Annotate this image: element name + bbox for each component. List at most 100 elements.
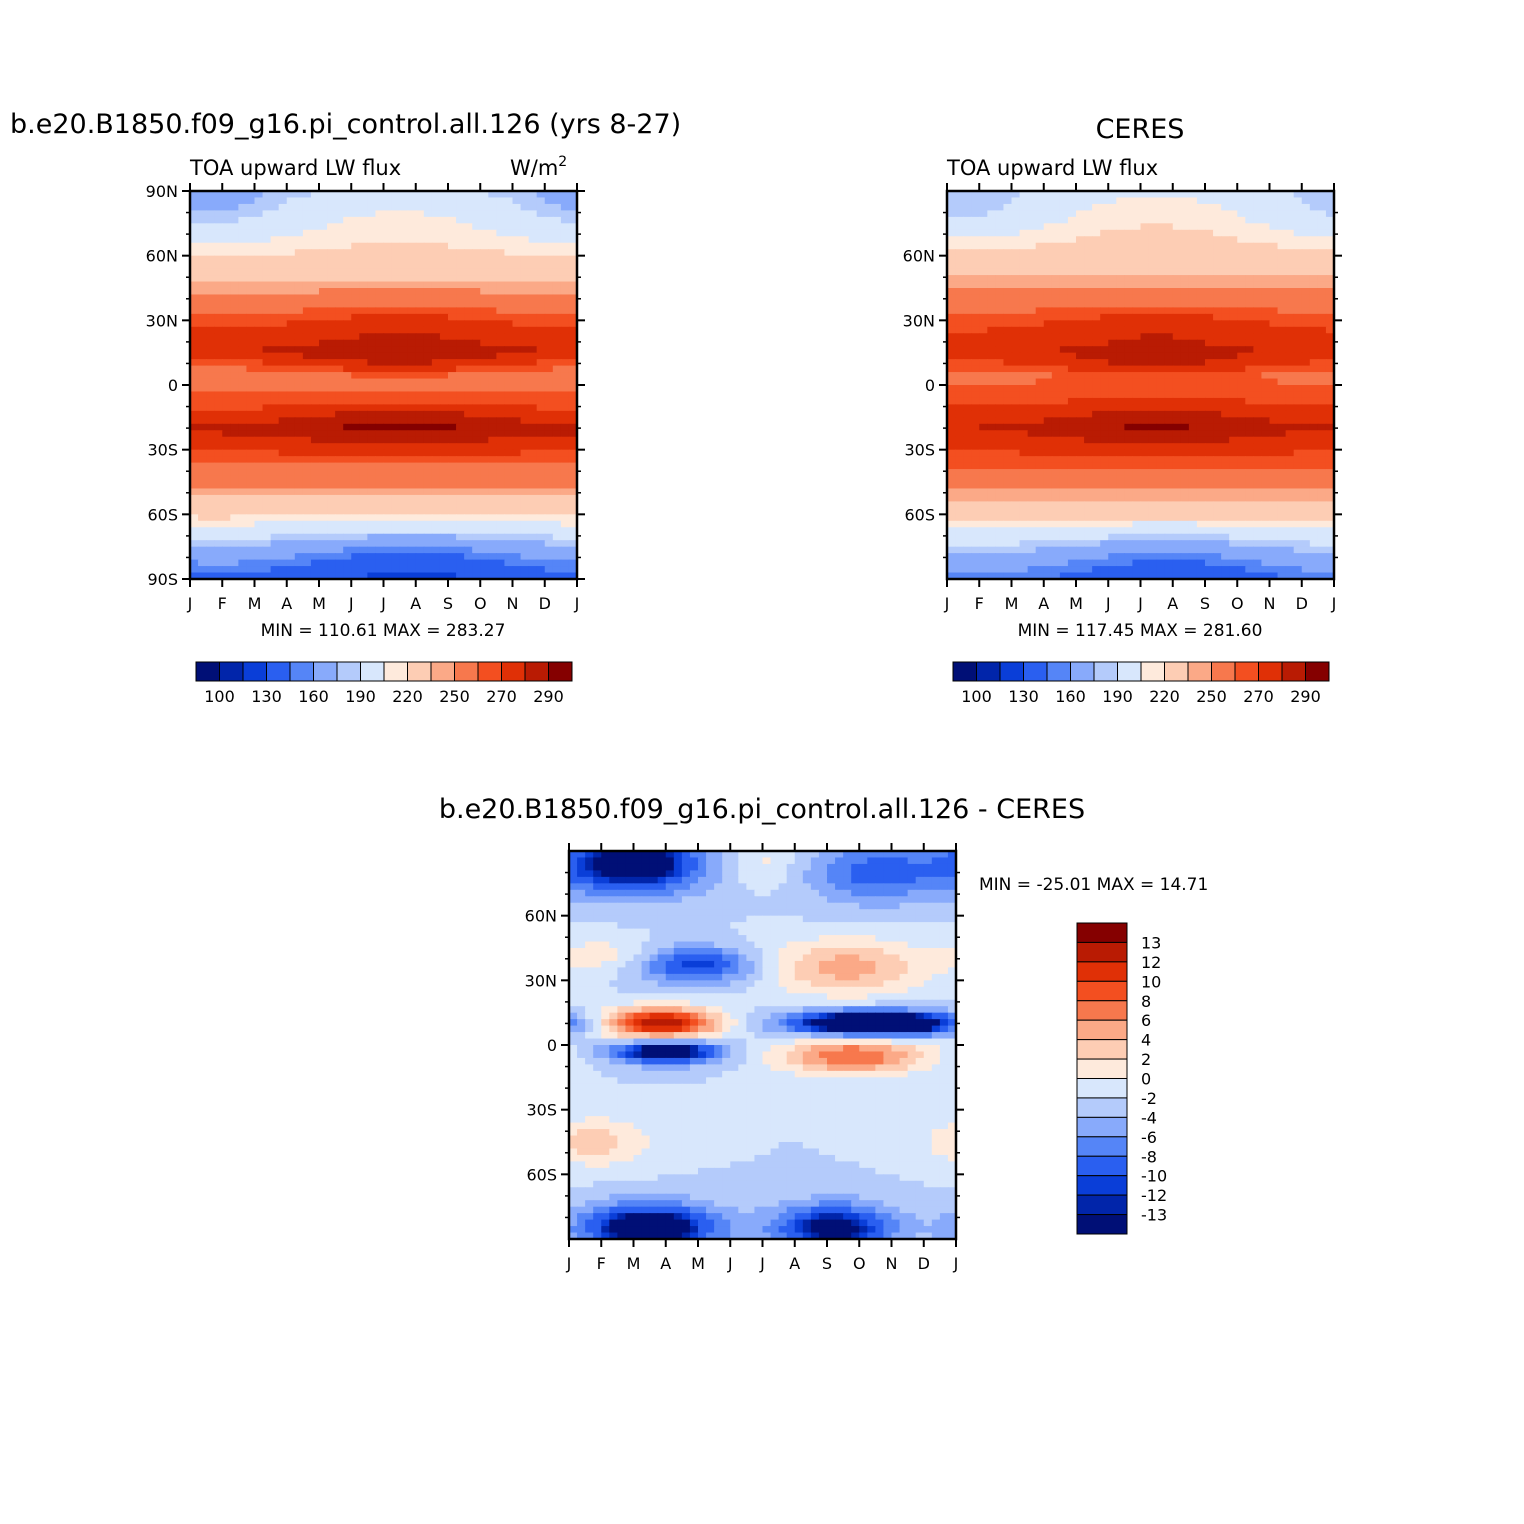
contour-cell [536, 443, 546, 451]
contour-cell [456, 475, 465, 483]
panel-model-stats: MIN = 110.61 MAX = 283.27 [261, 621, 506, 641]
contour-cell [955, 210, 964, 218]
contour-cell [1059, 223, 1069, 231]
contour-cell [270, 462, 280, 470]
contour-cell [286, 372, 296, 380]
contour-cell [343, 514, 352, 522]
contour-cell [359, 378, 368, 386]
contour-cell [1140, 313, 1150, 321]
contour-cell [198, 294, 207, 302]
contour-cell [568, 236, 577, 244]
contour-cell [512, 514, 522, 522]
contour-cell [359, 501, 368, 509]
colorbar-swatch [524, 661, 549, 682]
contour-cell [504, 320, 514, 328]
contour-cell [1100, 436, 1109, 444]
contour-cell [407, 482, 417, 490]
contour-cell [1076, 359, 1085, 367]
contour-cell [415, 210, 425, 218]
contour-cell [1019, 210, 1029, 218]
contour-cell [262, 494, 272, 502]
contour-cell [439, 191, 449, 199]
contour-cell [351, 385, 360, 393]
contour-cell [504, 333, 514, 341]
contour-cell [552, 417, 562, 425]
contour-cell [423, 359, 433, 367]
contour-cell [568, 359, 577, 367]
contour-cell [971, 242, 980, 250]
contour-cell [359, 262, 368, 270]
contour-cell [955, 300, 964, 308]
contour-cell [480, 385, 489, 393]
contour-cell [351, 443, 360, 451]
contour-cell [504, 391, 514, 399]
contour-cell [1084, 313, 1093, 321]
contour-cell [270, 197, 280, 205]
contour-cell [560, 546, 570, 554]
contour-cell [343, 520, 352, 528]
contour-cell [1293, 385, 1303, 393]
contour-cell [1301, 313, 1311, 321]
contour-cell [1067, 456, 1077, 464]
contour-cell [971, 443, 980, 451]
contour-cell [464, 339, 473, 347]
contour-cell [1180, 203, 1190, 211]
contour-cell [286, 527, 296, 535]
contour-cell [375, 546, 385, 554]
contour-cell [399, 346, 409, 354]
contour-cell [1043, 313, 1053, 321]
contour-cell [407, 275, 417, 283]
contour-cell [496, 462, 506, 470]
contour-cell [1076, 268, 1085, 276]
contour-cell [254, 333, 264, 341]
contour-cell [1245, 404, 1254, 412]
contour-cell [246, 378, 256, 386]
contour-cell [214, 242, 223, 250]
contour-cell [431, 385, 441, 393]
contour-cell [456, 533, 465, 541]
y-tick-label: 60S [147, 505, 178, 524]
contour-cell [286, 191, 296, 199]
contour-cell [1205, 197, 1214, 205]
contour-cell [270, 223, 280, 231]
contour-cell [1213, 236, 1222, 244]
contour-cell [359, 223, 368, 231]
contour-cell [270, 494, 280, 502]
contour-cell [214, 540, 223, 548]
contour-cell [294, 475, 304, 483]
contour-cell [528, 320, 538, 328]
contour-cell [262, 462, 272, 470]
contour-cell [979, 275, 988, 283]
contour-cell [198, 559, 207, 567]
contour-cell [1317, 359, 1327, 367]
contour-cell [552, 449, 562, 457]
contour-cell [1172, 417, 1182, 425]
contour-cell [343, 223, 352, 231]
contour-cell [1124, 294, 1134, 302]
contour-cell [963, 359, 972, 367]
contour-cell [415, 229, 425, 237]
contour-cell [472, 462, 481, 470]
contour-cell [1253, 275, 1263, 283]
contour-cell [568, 482, 577, 490]
contour-cell [1092, 307, 1101, 315]
contour-cell [552, 191, 562, 199]
contour-cell [1140, 223, 1150, 231]
contour-cell [246, 566, 256, 574]
contour-cell [1132, 216, 1142, 224]
contour-cell [947, 191, 956, 199]
contour-cell [1140, 236, 1150, 244]
contour-cell [1196, 300, 1206, 308]
contour-cell [544, 417, 554, 425]
contour-cell [568, 507, 577, 515]
contour-cell [238, 236, 248, 244]
contour-cell [1213, 449, 1222, 457]
contour-cell [947, 229, 956, 237]
contour-cell [222, 507, 231, 515]
contour-cell [1076, 216, 1085, 224]
colorbar-label: 100 [204, 687, 235, 706]
contour-cell [310, 197, 320, 205]
contour-cell [464, 359, 473, 367]
contour-cell [439, 391, 449, 399]
contour-cell [1309, 210, 1319, 218]
